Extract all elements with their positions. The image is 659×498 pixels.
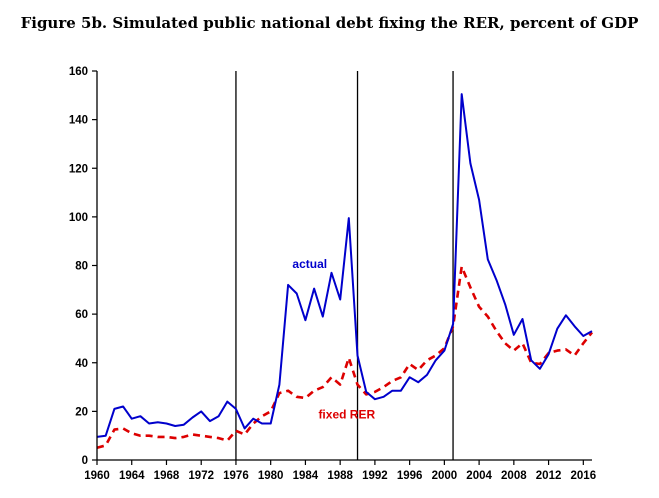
axes: 0 20 40 60 80 100 120 140 160 1960 1964 1968 1972 197… xyxy=(69,66,596,482)
y-tick-label: 80 xyxy=(75,261,88,273)
y-tick-label: 160 xyxy=(69,66,88,78)
y-tick-label: 140 xyxy=(69,115,88,127)
series-line-fixed-rer xyxy=(96,265,594,450)
x-tick-label: 1996 xyxy=(397,470,423,482)
x-tick-label: 1976 xyxy=(223,470,249,482)
vertical-markers xyxy=(235,71,454,460)
x-tick-label: 1984 xyxy=(293,470,319,482)
series-label-fixed-rer: fixed RER xyxy=(318,408,375,422)
series-line-actual xyxy=(96,93,593,438)
x-tick-label: 1992 xyxy=(362,470,388,482)
y-tick-label: 20 xyxy=(75,406,88,418)
y-tick-label: 120 xyxy=(69,163,88,175)
y-tick-label: 60 xyxy=(75,309,88,321)
x-tick-label: 2008 xyxy=(501,470,527,482)
series-lines xyxy=(96,93,594,450)
x-tick-label: 2016 xyxy=(571,470,597,482)
y-tick-label: 40 xyxy=(75,358,88,370)
y-tick-label: 100 xyxy=(69,212,88,224)
y-tick-label: 0 xyxy=(82,455,88,467)
x-tick-label: 1964 xyxy=(119,470,145,482)
x-tick-label: 1972 xyxy=(188,470,214,482)
x-tick-label: 2000 xyxy=(432,470,458,482)
x-tick-label: 1968 xyxy=(154,470,180,482)
x-tick-label: 1960 xyxy=(84,470,110,482)
series-labels: actual fixed RER xyxy=(292,257,375,422)
chart-title: Figure 5b. Simulated public national deb… xyxy=(20,14,639,32)
x-tick-label: 1988 xyxy=(327,470,353,482)
series-label-actual: actual xyxy=(292,257,327,271)
x-tick-label: 2004 xyxy=(466,470,492,482)
x-tick-label: 2012 xyxy=(536,470,562,482)
x-tick-label: 1980 xyxy=(258,470,284,482)
